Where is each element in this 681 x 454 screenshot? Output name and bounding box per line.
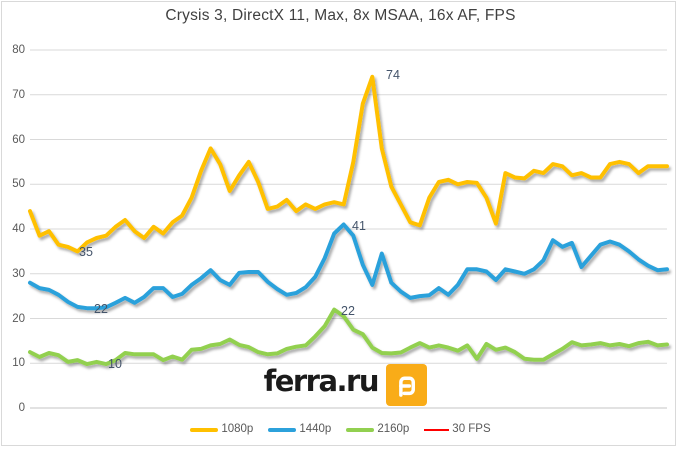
y-tick-label: 70 [12,88,25,101]
chart-title: Crysis 3, DirectX 11, Max, 8x MSAA, 16x … [165,7,516,24]
data-label-1080p-74: 74 [386,68,400,82]
legend-swatch [268,427,297,432]
legend-item-2160p: 2160p [346,423,409,436]
data-label-1440p-22: 22 [94,302,108,316]
legend-swatch [424,428,450,431]
data-label-2160p-10: 10 [108,357,122,371]
y-tick-label: 0 [18,402,25,414]
y-tick-label: 50 [12,178,25,191]
legend-item-1440p: 1440p [268,423,331,436]
y-tick-label: 80 [12,44,25,56]
y-tick-label: 30 [12,267,25,280]
y-tick-label: 60 [12,133,25,146]
legend-swatch [190,427,219,432]
series-lines [28,74,669,367]
data-label-1080p-35: 35 [79,245,93,259]
y-tick-label: 40 [12,223,25,235]
series-2160p-line [28,307,669,367]
legend-swatch [346,427,375,432]
data-label-2160p-22: 22 [341,304,355,318]
legend-item-label: 2160p [377,423,410,435]
series-1080p-line [28,74,669,254]
y-tick-label: 20 [12,312,25,325]
legend-item-label: 1440p [299,423,332,435]
legend-item-label: 30 FPS [452,423,491,435]
legend-item-1080p: 1080p [190,423,253,436]
data-label-1440p-41: 41 [352,219,366,233]
series-1440p-line [28,222,669,311]
legend-item-label: 1080p [221,423,254,435]
data-labels: 74 35 41 22 22 10 [79,68,400,371]
y-tick-label: 10 [12,357,25,370]
legend-item-30-fps: 30 FPS [424,423,491,436]
legend: 1080p 1440p 2160p 30 FPS [0,423,681,436]
